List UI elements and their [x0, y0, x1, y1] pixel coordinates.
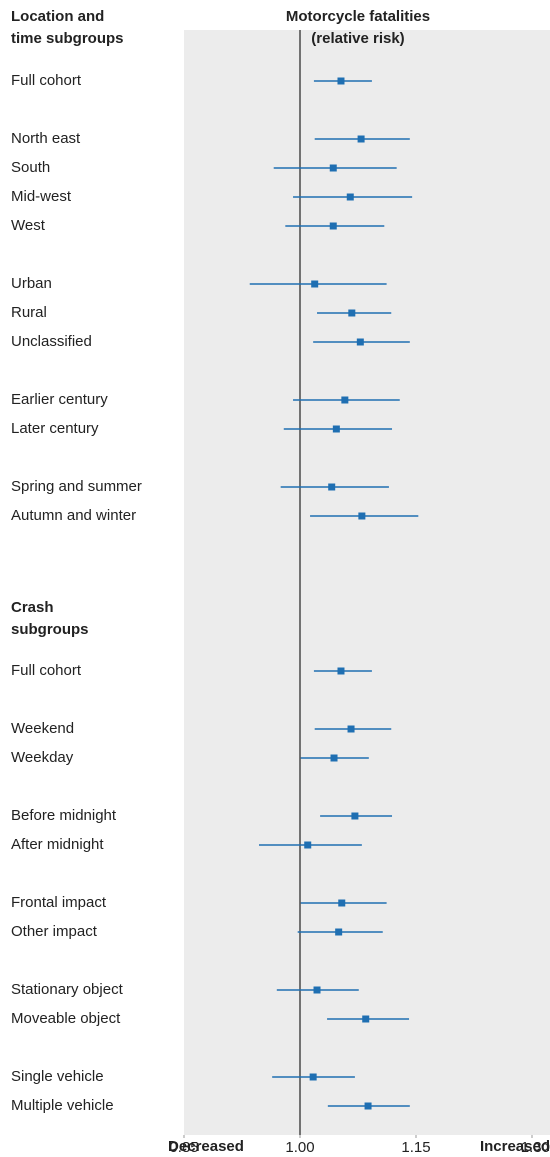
point-estimate: [348, 309, 356, 317]
x-tick-label: 0.85: [169, 1139, 198, 1156]
row-label: Single vehicle: [11, 1068, 104, 1085]
point-estimate: [346, 193, 354, 201]
point-estimate: [341, 396, 349, 404]
row-label: Moveable object: [11, 1010, 121, 1027]
plot-panel: [184, 30, 550, 1135]
row-label: South: [11, 159, 50, 176]
row-label: North east: [11, 130, 81, 147]
point-estimate: [357, 135, 365, 143]
x-tick-label: 1.00: [285, 1139, 314, 1156]
row-label: Urban: [11, 275, 52, 292]
x-tick-label: 1.30: [521, 1139, 550, 1156]
group-heading: Crash: [11, 599, 54, 616]
group-heading: time subgroups: [11, 30, 124, 47]
point-estimate: [311, 280, 319, 288]
row-label: Weekend: [11, 720, 74, 737]
row-label: Multiple vehicle: [11, 1097, 114, 1114]
axis-label: Decreased: [168, 1138, 244, 1155]
point-estimate: [330, 754, 338, 762]
row-label: Before midnight: [11, 807, 117, 824]
point-estimate: [309, 1073, 317, 1081]
row-label: Rural: [11, 304, 47, 321]
group-heading: subgroups: [11, 621, 89, 638]
x-tick-label: 1.15: [401, 1139, 430, 1156]
row-label: Later century: [11, 420, 99, 437]
point-estimate: [358, 512, 366, 520]
row-label: Spring and summer: [11, 478, 142, 495]
chart-title: (relative risk): [311, 30, 404, 47]
point-estimate: [338, 899, 346, 907]
row-label: Full cohort: [11, 662, 82, 679]
point-estimate: [332, 425, 340, 433]
row-label: Autumn and winter: [11, 507, 136, 524]
row-label: Mid-west: [11, 188, 72, 205]
point-estimate: [351, 812, 359, 820]
point-estimate: [328, 483, 336, 491]
point-estimate: [335, 928, 343, 936]
point-estimate: [362, 1015, 370, 1023]
row-label: Frontal impact: [11, 894, 107, 911]
point-estimate: [337, 77, 345, 85]
row-label: Stationary object: [11, 981, 124, 998]
row-label: Other impact: [11, 923, 98, 940]
point-estimate: [304, 841, 312, 849]
point-estimate: [347, 725, 355, 733]
chart-title: Motorcycle fatalities: [286, 8, 430, 25]
point-estimate: [313, 986, 321, 994]
row-label: Full cohort: [11, 72, 82, 89]
point-estimate: [364, 1102, 372, 1110]
row-label: Earlier century: [11, 391, 108, 408]
axis-label: Increased: [480, 1138, 550, 1155]
point-estimate: [337, 667, 345, 675]
row-label: Unclassified: [11, 333, 92, 350]
point-estimate: [356, 338, 364, 346]
row-label: West: [11, 217, 46, 234]
point-estimate: [329, 164, 337, 172]
row-label: Weekday: [11, 749, 74, 766]
group-heading: Location and: [11, 8, 104, 25]
point-estimate: [329, 222, 337, 230]
row-label: After midnight: [11, 836, 104, 853]
